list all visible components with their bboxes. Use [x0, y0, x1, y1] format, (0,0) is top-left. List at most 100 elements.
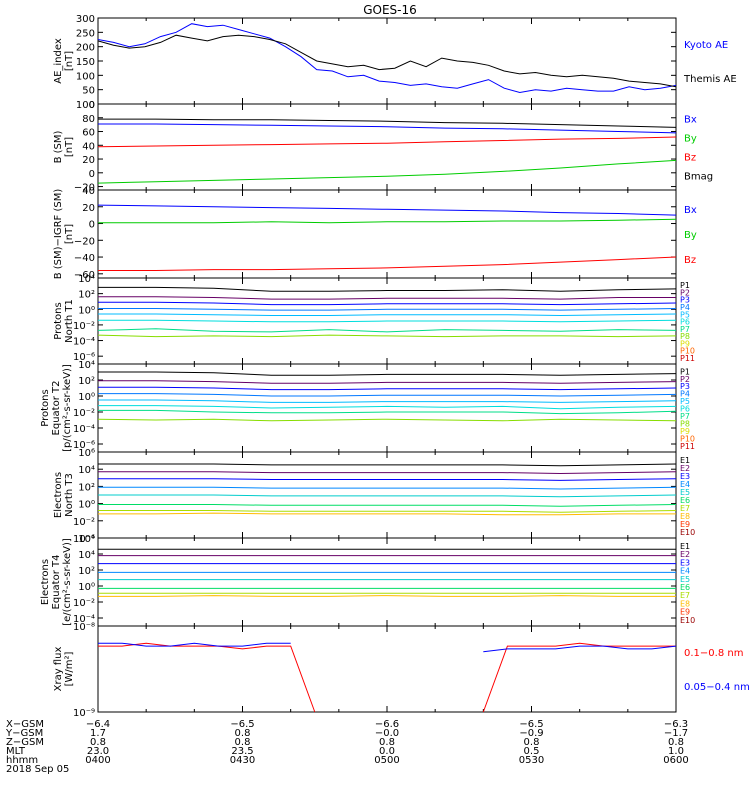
series-line-0-1-0-8-nm	[98, 642, 316, 713]
legend-entry: Bmag	[684, 172, 713, 183]
y-tick-label: 10⁻⁹	[73, 708, 95, 719]
legend-entry: P2	[680, 375, 690, 384]
series-line-p3	[98, 386, 677, 391]
panel-protons_t1: 10⁻⁶ 10⁻⁴ 10⁻² 10⁰ 10² 10⁴ Protons North T1 P1P2…	[53, 274, 695, 365]
y-axis-label: B (SM)	[53, 130, 64, 163]
series-group	[97, 371, 677, 422]
y-tick-label: 10⁻⁴	[73, 424, 95, 435]
x-tick-value: 0600	[663, 755, 688, 766]
x-tick-value: 0.0	[379, 746, 395, 757]
legend-entry: Bz	[684, 255, 696, 266]
legend-entry: P11	[680, 442, 695, 451]
y-tick-label: 10⁻⁸	[73, 622, 95, 633]
y-tick-label: 10⁻²	[73, 517, 95, 528]
series-line-p2	[98, 380, 677, 384]
x-row-label: hhmm	[6, 755, 38, 766]
series-line-e6	[98, 504, 677, 507]
series-line-bx	[98, 123, 677, 134]
panel-frame	[97, 17, 677, 105]
y-tick-label: 60	[82, 128, 95, 139]
y-tick-label: 300	[76, 14, 95, 25]
legend-entry: E5	[680, 488, 690, 497]
y-axis-label: Equator T4	[51, 555, 62, 610]
y-tick-label: 0	[89, 100, 95, 111]
legend-entry: P1	[680, 367, 690, 376]
series-line-p3	[98, 301, 677, 306]
panel-frame	[97, 537, 677, 627]
x-tick-value: 0.8	[235, 737, 251, 748]
legend-entry: P1	[680, 281, 690, 290]
y-tick-label: 10²	[78, 482, 95, 493]
legend-entry: P7	[680, 325, 690, 334]
x-tick-value: −6.3	[664, 719, 688, 730]
series-line-e3	[98, 478, 677, 481]
legend-entry: P10	[680, 434, 695, 443]
legend-entry: E5	[680, 575, 690, 584]
y-tick-label: 10⁰	[78, 305, 95, 316]
y-axis-label: [W/m²]	[64, 651, 75, 686]
y-tick-label: 10⁻⁶	[73, 352, 95, 363]
chart-title: GOES-16	[363, 3, 417, 17]
series-line-p4	[98, 393, 677, 397]
series-line-0-05-0-4-nm	[483, 645, 677, 653]
series-line-e4	[98, 486, 677, 490]
legend-entry: P8	[680, 420, 690, 429]
legend-entry: P9	[680, 339, 690, 348]
x-tick-value: −6.6	[375, 719, 399, 730]
y-tick-label: 10⁴	[78, 274, 95, 285]
x-axis-table: X−GSMY−GSMZ−GSMMLThhmm−6.41.70.823.00400…	[5, 719, 689, 775]
legend-entry: E2	[680, 464, 690, 473]
x-row-label: Y−GSM	[5, 728, 43, 739]
series-line-by	[97, 159, 677, 184]
date-label: 2018 Sep 05	[6, 764, 69, 775]
legend-entry: P10	[680, 347, 695, 356]
legend-entry: E6	[680, 496, 690, 505]
series-line-themis-ae	[97, 34, 677, 88]
legend-entry: P7	[680, 412, 690, 421]
y-tick-label: 10⁶	[78, 534, 95, 545]
x-tick-value: 0.8	[90, 737, 106, 748]
legend-entry: P4	[680, 390, 690, 399]
legend-entry: E3	[680, 472, 690, 481]
series-line-p7	[97, 328, 677, 333]
series-line-e2	[98, 471, 677, 475]
legend-entry: P5	[680, 310, 690, 319]
series-line-p8	[97, 418, 677, 422]
series-line-p8	[97, 334, 677, 338]
legend: Bx By Bz	[684, 205, 697, 266]
y-tick-label: 10⁰	[78, 582, 95, 593]
x-row-label: MLT	[6, 746, 26, 757]
x-tick-value: 1.0	[668, 746, 684, 757]
legend-entry: P8	[680, 332, 690, 341]
panel-electrons_t4: 10⁻⁴ 10⁻² 10⁰ 10² 10⁴ 10⁶ Electrons Equator T4[…	[40, 534, 695, 627]
x-tick-value: 1.7	[90, 728, 106, 739]
x-row-label: X−GSM	[6, 719, 44, 730]
series-line-p1	[98, 286, 677, 292]
y-tick-label: 10⁴	[78, 360, 95, 371]
legend-entry: E10	[680, 528, 695, 537]
y-tick-label: 10⁴	[78, 550, 95, 561]
series-line-0-1-0-8-nm	[482, 642, 676, 713]
x-tick-value: 0530	[519, 755, 544, 766]
y-tick-label: 10⁴	[78, 465, 95, 476]
legend-entry: 0.05−0.4 nm	[684, 682, 750, 693]
y-axis-label: [e/(cm²-s-sr-keV)]	[62, 538, 73, 626]
series-line-p7	[98, 409, 677, 415]
series-line-bmag	[98, 118, 677, 128]
y-axis-label: Electrons	[40, 559, 51, 605]
legend-entry: E6	[680, 583, 690, 592]
series-line-bz	[98, 256, 677, 271]
legend: Bx By Bz Bmag	[684, 114, 713, 182]
series-group	[97, 118, 677, 184]
y-axis-label: [nT]	[64, 224, 75, 244]
y-tick-label: 10⁰	[78, 500, 95, 511]
legend-entry: P11	[680, 354, 695, 363]
legend-entry: E9	[680, 608, 690, 617]
series-line-e7	[98, 510, 677, 513]
series-line-e8	[98, 512, 676, 516]
legend-entry: P5	[680, 397, 690, 406]
x-tick-value: −6.4	[86, 719, 110, 730]
panel-frame	[97, 103, 677, 191]
